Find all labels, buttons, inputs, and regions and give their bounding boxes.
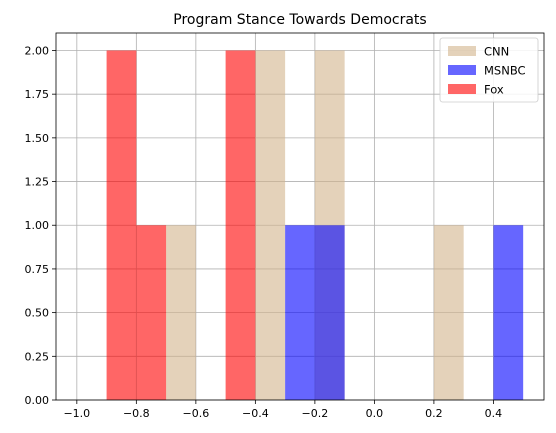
legend-swatch-msnbc xyxy=(448,65,476,75)
bars xyxy=(106,50,524,400)
legend-label-cnn: CNN xyxy=(484,45,509,59)
plot-frame xyxy=(55,32,545,401)
x-tick-label: 0.2 xyxy=(425,407,443,420)
legend-swatch-cnn xyxy=(448,46,476,56)
y-tick-label: 1.25 xyxy=(25,176,50,189)
y-tick-label: 1.00 xyxy=(25,219,50,232)
y-tick-label: 1.50 xyxy=(25,132,50,145)
cnn-bar xyxy=(166,225,196,400)
x-axis-ticks: −1.0 −0.8 −0.6 −0.4 −0.2 0.0 0.2 0.4 xyxy=(63,400,502,420)
y-tick-label: 0.00 xyxy=(25,394,50,407)
y-tick-label: 1.75 xyxy=(25,88,50,101)
x-tick-label: −0.4 xyxy=(242,407,269,420)
msnbc-bar xyxy=(314,225,345,400)
fox-bar xyxy=(225,50,256,400)
x-tick-label: −0.8 xyxy=(123,407,150,420)
fox-bar xyxy=(136,225,167,400)
x-tick-label: 0.4 xyxy=(485,407,503,420)
y-tick-label: 0.50 xyxy=(25,307,50,320)
legend-label-msnbc: MSNBC xyxy=(484,64,526,78)
x-tick-label: −0.2 xyxy=(302,407,329,420)
cnn-bar xyxy=(433,225,464,400)
y-tick-label: 2.00 xyxy=(25,44,50,57)
msnbc-bar xyxy=(493,225,524,400)
msnbc-bar xyxy=(285,225,315,400)
x-tick-label: 0.0 xyxy=(366,407,384,420)
legend-swatch-fox xyxy=(448,84,476,94)
fox-bar xyxy=(106,50,137,400)
chart-title: Program Stance Towards Democrats xyxy=(173,12,426,28)
cnn-bar xyxy=(255,50,286,400)
y-tick-label: 0.25 xyxy=(25,350,50,363)
legend-label-fox: Fox xyxy=(484,83,504,97)
y-tick-label: 0.75 xyxy=(25,263,50,276)
legend: CNN MSNBC Fox xyxy=(439,37,539,103)
x-tick-label: −0.6 xyxy=(182,407,209,420)
x-tick-label: −1.0 xyxy=(63,407,90,420)
y-axis-ticks: 0.00 0.25 0.50 0.75 1.00 1.25 1.50 1.75 2.00 xyxy=(25,44,56,407)
